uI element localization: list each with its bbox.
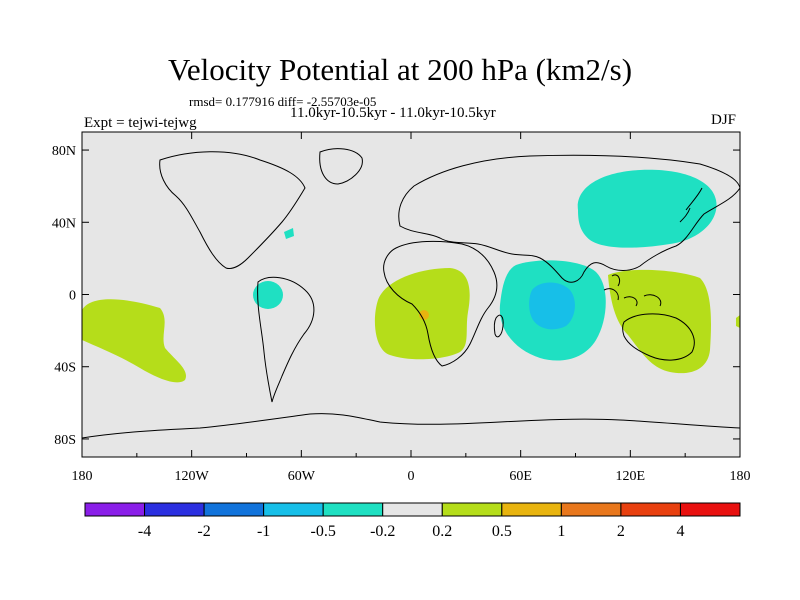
colorbar-label: -4 xyxy=(138,523,151,540)
contour-region-africa-core xyxy=(419,310,429,320)
season-label: DJF xyxy=(711,112,737,128)
experiment-label: Expt = tejwi-tejwg xyxy=(84,115,197,131)
colorbar-swatch xyxy=(501,502,562,517)
colorbar-label: 4 xyxy=(676,523,684,540)
coastline-south-america xyxy=(257,276,315,403)
contour-region-north-pacific xyxy=(577,169,717,248)
colorbar-swatch xyxy=(322,502,384,517)
chart-title: Velocity Potential at 200 hPa (km2/s) xyxy=(167,52,633,87)
contour-region-indian-core xyxy=(529,282,575,330)
coastline-japan xyxy=(679,187,703,223)
contour-region-south-america xyxy=(253,281,283,309)
coastline-north-america xyxy=(159,151,306,269)
colorbar-swatch xyxy=(144,502,205,517)
coastline-africa xyxy=(383,240,498,367)
colorbar-swatch xyxy=(679,502,741,517)
chart-subtitle: 11.0kyr-10.5kyr - 11.0kyr-10.5kyr xyxy=(290,105,496,121)
colorbar-swatch xyxy=(263,502,324,517)
x-tick-label: 120E xyxy=(616,469,646,484)
coastline-australia xyxy=(622,313,695,361)
y-tick-label: 40S xyxy=(54,361,76,376)
colorbar-label: 0.5 xyxy=(492,523,512,540)
contour-fills xyxy=(82,169,740,383)
coastline-madagascar xyxy=(493,314,504,338)
x-tick-label: 180 xyxy=(730,469,751,484)
colorbar-label: -1 xyxy=(257,523,270,540)
coastlines xyxy=(82,148,740,439)
y-tick-label: 0 xyxy=(69,289,76,304)
contour-region-maritime-australia xyxy=(608,269,711,374)
contour-region-atlantic-speck xyxy=(284,228,294,239)
y-tick-label: 80N xyxy=(52,144,76,159)
contour-region-dateline-speck xyxy=(736,315,740,328)
stats-label: rmsd= 0.177916 diff= -2.55703e-05 xyxy=(189,94,377,109)
y-tick-label: 40N xyxy=(52,216,76,231)
x-tick-label: 0 xyxy=(408,469,415,484)
x-tick-label: 60E xyxy=(509,469,532,484)
contour-region-south-pacific xyxy=(82,299,186,383)
colorbar-swatch xyxy=(382,502,443,517)
colorbar-swatch xyxy=(84,502,146,517)
colorbar-label: 2 xyxy=(617,523,625,540)
colorbar-swatch xyxy=(620,502,681,517)
colorbar-swatch xyxy=(203,502,265,517)
x-tick-label: 180 xyxy=(72,469,93,484)
x-tick-label: 120W xyxy=(175,469,210,484)
colorbar-label: 1 xyxy=(557,523,565,540)
colorbar-label: -2 xyxy=(197,523,210,540)
colorbar-label: 0.2 xyxy=(432,523,452,540)
colorbar-swatch xyxy=(560,502,622,517)
coastline-eurasia xyxy=(398,154,740,283)
axes: 80N 40N 0 40S 80S 180 120W 60W 0 60E 120E 180 xyxy=(52,132,751,484)
colorbar-label: -0.2 xyxy=(370,523,395,540)
coastline-maritime-islands xyxy=(603,274,662,307)
coastline-greenland xyxy=(319,148,363,185)
x-tick-label: 60W xyxy=(288,469,316,484)
colorbar: -4 -2 -1 -0.5 -0.2 0.2 0.5 1 2 4 xyxy=(84,502,741,540)
y-tick-label: 80S xyxy=(54,433,76,448)
colorbar-swatch xyxy=(441,502,503,517)
coastline-antarctica xyxy=(82,413,740,439)
colorbar-label: -0.5 xyxy=(311,523,336,540)
